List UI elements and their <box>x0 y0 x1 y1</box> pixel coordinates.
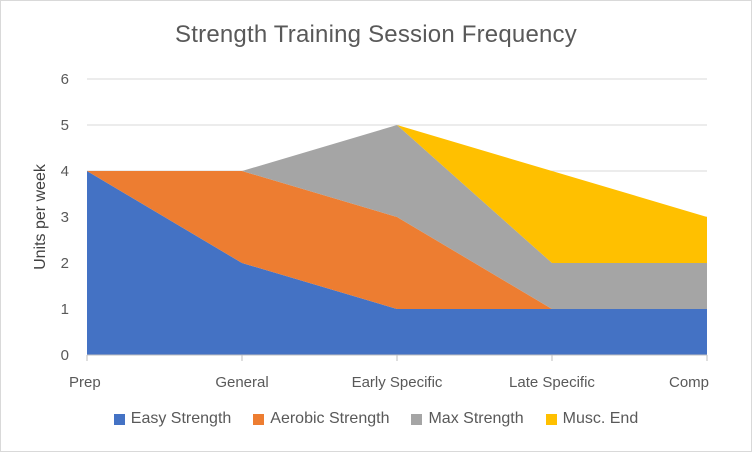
x-tick-label-4: Comp <box>669 374 709 391</box>
x-tick-label-2: Early Specific <box>352 374 443 391</box>
x-tick-label-0: Prep <box>69 374 101 391</box>
y-tick-label-4: 4 <box>61 163 69 180</box>
legend-label-musc-end: Musc. End <box>562 410 639 427</box>
area-aerobic-strength <box>87 171 707 309</box>
legend-item-musc-end: Musc. End <box>545 410 639 428</box>
legend-label-easy-strength: Easy Strength <box>130 410 232 427</box>
legend-swatch-max-strength <box>411 413 423 425</box>
legend-item-max-strength: Max Strength <box>411 410 524 428</box>
x-tick-label-3: Late Specific <box>509 374 595 391</box>
y-tick-label-2: 2 <box>61 255 69 272</box>
legend-item-easy-strength: Easy Strength <box>113 410 232 428</box>
y-tick-label-5: 5 <box>61 117 69 134</box>
area-musc-end <box>87 125 707 263</box>
legend-swatch-aerobic-strength <box>253 413 265 425</box>
legend-swatch-musc-end <box>545 413 557 425</box>
legend-item-aerobic-strength: Aerobic Strength <box>253 410 389 428</box>
legend-label-max-strength: Max Strength <box>428 410 524 427</box>
y-tick-label-0: 0 <box>61 347 69 364</box>
legend-label-aerobic-strength: Aerobic Strength <box>270 410 390 427</box>
y-tick-label-3: 3 <box>61 209 69 226</box>
y-tick-label-1: 1 <box>61 301 69 318</box>
legend: Easy Strength Aerobic Strength Max Stren… <box>1 410 751 428</box>
y-tick-label-6: 6 <box>61 71 69 88</box>
chart-title: Strength Training Session Frequency <box>175 21 577 48</box>
x-tick-label-1: General <box>215 374 268 391</box>
legend-swatch-easy-strength <box>113 413 125 425</box>
